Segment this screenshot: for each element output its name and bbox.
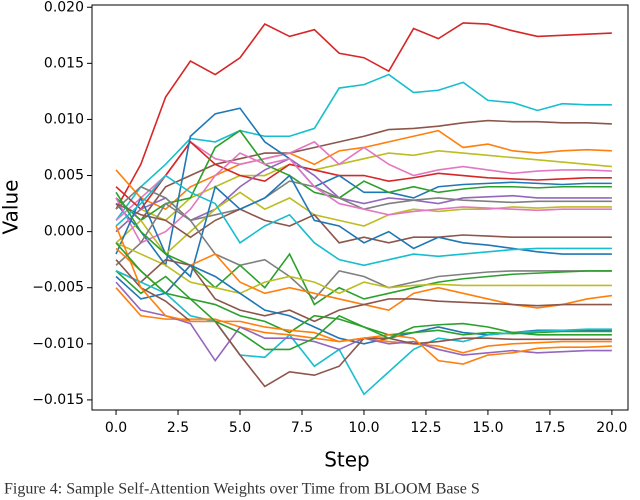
series-line bbox=[115, 22, 612, 210]
series-line bbox=[115, 202, 612, 301]
series-line bbox=[115, 107, 612, 268]
x-tick-label: 12.5 bbox=[410, 420, 441, 436]
y-tick-label: 0.015 bbox=[44, 55, 84, 71]
series-line bbox=[115, 73, 612, 221]
series-line bbox=[115, 140, 612, 221]
x-tick-label: 10.0 bbox=[348, 420, 379, 436]
series-line bbox=[115, 270, 612, 396]
plot-frame bbox=[91, 4, 629, 411]
x-tick-label: 20.0 bbox=[596, 420, 627, 436]
series-line bbox=[115, 270, 612, 336]
y-tick-label: 0.005 bbox=[44, 168, 84, 184]
series-line bbox=[115, 157, 612, 233]
series-line bbox=[115, 150, 612, 233]
series-line bbox=[115, 174, 612, 267]
series-line bbox=[115, 258, 612, 323]
y-tick-label: 0.000 bbox=[44, 224, 84, 240]
x-tick-label: 7.5 bbox=[291, 420, 313, 436]
series-line bbox=[115, 225, 612, 365]
series-line bbox=[115, 191, 612, 306]
series-line bbox=[115, 242, 612, 295]
y-axis-title: Value bbox=[0, 180, 23, 235]
series-line bbox=[115, 174, 612, 278]
x-axis-title: Step bbox=[324, 448, 370, 472]
series-line bbox=[115, 152, 612, 244]
series-line bbox=[115, 119, 612, 222]
x-tick-label: 15.0 bbox=[472, 420, 503, 436]
series-line bbox=[115, 140, 612, 211]
series-line bbox=[115, 191, 612, 256]
caption: Figure 4: Sample Self-Attention Weights … bbox=[4, 481, 480, 498]
x-tick-label: 17.5 bbox=[534, 420, 565, 436]
series-line bbox=[115, 242, 612, 351]
x-tick-label: 5.0 bbox=[229, 420, 251, 436]
series-line bbox=[115, 129, 612, 222]
y-tick-label: −0.010 bbox=[32, 336, 84, 352]
y-tick-label: 0.010 bbox=[44, 111, 84, 127]
y-tick-label: −0.015 bbox=[32, 392, 84, 408]
x-tick-label: 2.5 bbox=[167, 420, 189, 436]
series-line bbox=[115, 247, 612, 312]
y-tick-label: −0.005 bbox=[32, 280, 84, 296]
x-tick-label: 0.0 bbox=[105, 420, 127, 436]
y-tick-label: 0.020 bbox=[44, 0, 84, 15]
